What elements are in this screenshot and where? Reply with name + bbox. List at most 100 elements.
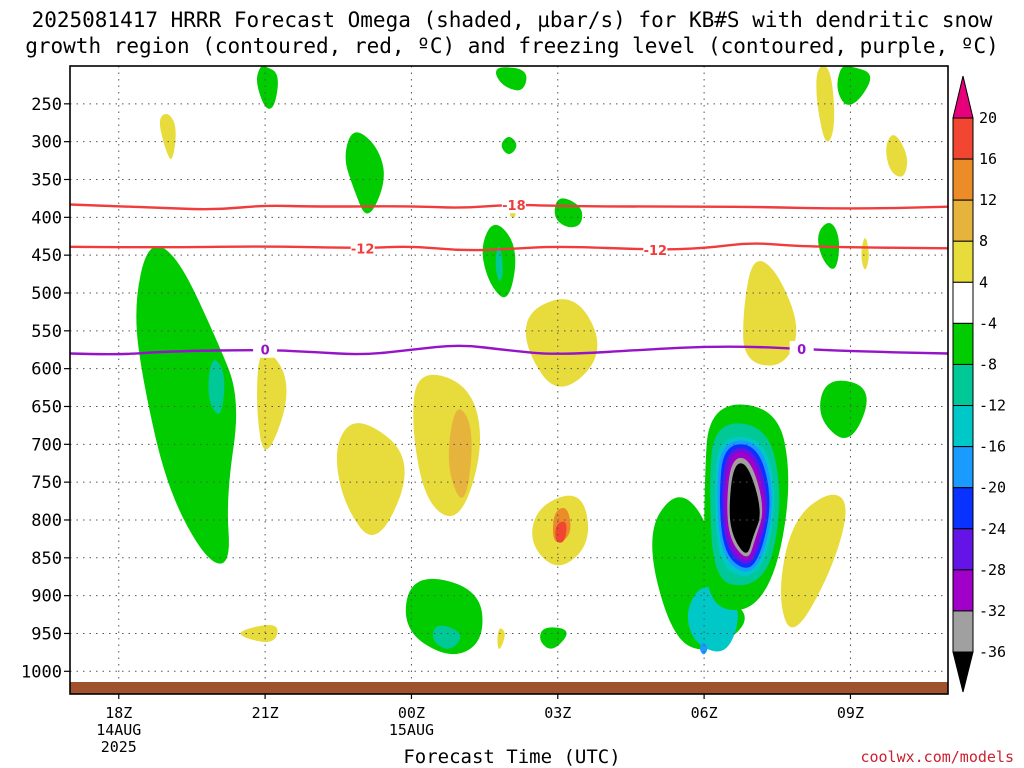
contour-label: -12 [351,242,375,257]
omega-region-red [555,521,567,543]
contour-label: 0 [261,344,270,359]
colorbar-band [952,199,974,242]
colorbar-band [952,363,974,407]
y-tick-label: 500 [31,284,62,304]
y-tick-label: 700 [31,435,62,455]
colorbar-band [952,610,974,653]
y-tick-label: 600 [31,360,62,380]
omega-region-green [345,132,384,214]
colorbar-band [952,569,974,612]
colorbar-label: -12 [979,397,1006,415]
x-tick-year: 2025 [101,738,137,756]
y-tick-label: 950 [31,624,62,644]
contour-label: -12 [644,244,668,259]
colorbar-label: -16 [979,438,1006,456]
colorbar-band [952,528,974,571]
colorbar-band [952,117,974,160]
contour-line-0 [70,344,948,356]
y-tick-label: 650 [31,397,62,417]
contour-label-bg [789,340,814,357]
y-tick-label: 400 [31,208,62,228]
colorbar-band [952,487,974,530]
colorbar-label: 16 [979,150,997,168]
y-tick-label: 350 [31,170,62,190]
y-tick-label: 800 [31,511,62,531]
omega-region-teal [432,625,461,649]
y-tick-label: 450 [31,246,62,266]
y-tick-label: 550 [31,322,62,342]
colorbar-band [952,240,974,283]
omega-region-yellow [780,494,846,628]
colorbar-label: 8 [979,232,988,250]
omega-region-gold [448,409,472,498]
contour-label-bg [350,240,375,257]
omega-region-green [554,198,583,228]
colorbar-top-arrow [952,75,974,119]
omega-region-teal [208,360,225,414]
colorbar-label: -36 [979,643,1006,661]
omega-region-teal [495,246,503,281]
colorbar-band [952,446,974,489]
contour-label-bg [643,241,668,258]
colorbar-bottom-arrow [952,651,974,693]
x-tick-label: 00Z [398,704,425,722]
omega-region-yellow [886,135,908,177]
x-tick-label: 18Z [105,704,132,722]
omega-region-yellow [336,423,405,536]
contour-label-bg [501,197,526,214]
omega-region-green [405,578,483,655]
x-tick-date: 14AUG [96,721,141,739]
contour-label-bg [253,341,278,358]
colorbar-label: -4 [979,314,997,332]
y-tick-label: 300 [31,133,62,153]
site-credit: coolwx.com/models [860,748,1014,766]
colorbar-band [952,322,974,365]
colorbar-label: -8 [979,355,997,373]
colorbar-band [952,281,974,324]
colorbar-label: -24 [979,520,1006,538]
x-tick-date: 15AUG [389,721,434,739]
x-axis-label: Forecast Time (UTC) [403,746,621,768]
omega-region-green [820,380,867,439]
omega-region-green [257,66,278,109]
colorbar-label: 12 [979,191,997,209]
chart-title-line-1: 2025081417 HRRR Forecast Omega (shaded, … [31,8,993,32]
omega-region-yellow [743,261,797,366]
chart-title-line-2: growth region (contoured, red, ºC) and f… [25,34,999,58]
x-tick-label: 06Z [691,704,718,722]
y-tick-label: 250 [31,95,62,115]
omega-region-green [501,136,517,154]
contour-label: 0 [797,343,806,358]
colorbar-band [952,405,974,448]
y-tick-label: 1000 [21,662,62,682]
omega-region-yellow [861,238,869,270]
colorbar-label: -28 [979,561,1006,579]
contour-line--18 [70,203,948,211]
omega-region-yellow [525,299,598,387]
omega-region-green [837,66,871,105]
colorbar-label: 20 [979,109,997,127]
colorbar-band [952,158,974,201]
x-tick-label: 03Z [544,704,571,722]
omega-region-black [729,463,760,553]
x-tick-label: 09Z [837,704,864,722]
contour-label: -18 [502,199,526,214]
contour-line--12 [70,242,948,252]
omega-region-yellow [159,113,176,159]
omega-region-yellow [257,352,287,450]
ground-bar [70,682,948,694]
plot-frame [69,65,949,695]
omega-region-lightblue [700,642,708,655]
x-tick-label: 21Z [252,704,279,722]
colorbar-label: 4 [979,273,988,291]
omega-region-green [496,67,527,91]
y-tick-label: 850 [31,549,62,569]
colorbar-label: -32 [979,602,1006,620]
y-tick-label: 900 [31,587,62,607]
omega-region-green [540,627,567,649]
colorbar-label: -20 [979,479,1006,497]
omega-region-green [136,246,237,564]
y-tick-label: 750 [31,473,62,493]
